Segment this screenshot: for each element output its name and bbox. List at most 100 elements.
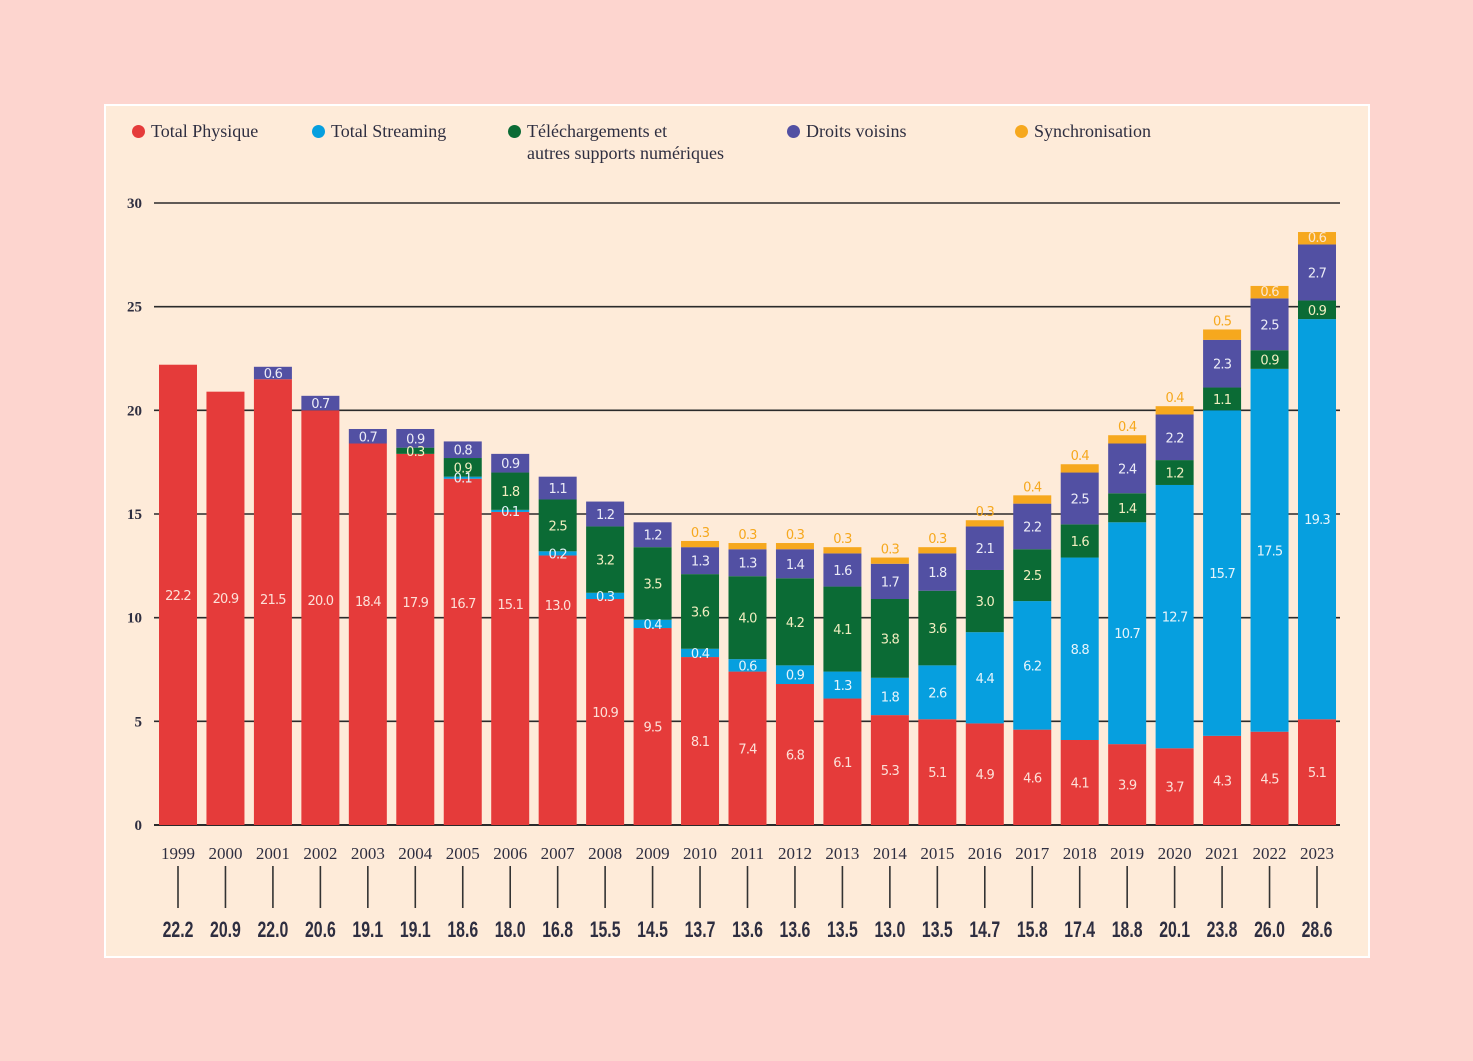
bar-segment [1250, 285, 1289, 299]
segment-value-label: 0.5 [1213, 314, 1232, 329]
segment-value-label: 2.7 [1308, 266, 1327, 281]
segment-value-label: 2.5 [1260, 318, 1279, 333]
bar-stack: 4.9 4.4 3.0 2.1 0.3 [965, 505, 1004, 825]
segment-value-label: 20.9 [213, 592, 239, 607]
bar-segment [538, 551, 577, 556]
segment-value-label: 0.6 [264, 367, 283, 382]
y-tick-label: 15 [127, 507, 142, 523]
legend-item: Droits voisins [787, 120, 907, 142]
bar-segment [823, 547, 862, 554]
bar-segment [775, 549, 814, 579]
bar-segment [586, 592, 625, 600]
bar-segment [870, 557, 909, 564]
segment-value-label: 7.4 [738, 742, 757, 757]
segment-value-label: 5.1 [1308, 766, 1327, 781]
bar-segment [1108, 493, 1147, 523]
bar-segment [823, 671, 862, 699]
total-value-label: 18.8 [1112, 919, 1143, 943]
bar-segment [870, 599, 909, 678]
legend-label: Total Physique [151, 121, 259, 141]
bar-segment [1250, 368, 1289, 732]
bar-segment [681, 648, 720, 658]
bar-stack: 3.7 12.7 1.2 2.2 0.4 [1155, 391, 1194, 825]
segment-value-label: 16.7 [450, 597, 476, 612]
bar-segment [1013, 503, 1052, 550]
bar-segment [728, 543, 767, 550]
bar-stack: 4.5 17.5 0.9 2.5 0.6 [1250, 285, 1289, 825]
segment-value-label: 6.8 [786, 749, 805, 764]
segment-value-label: 3.2 [596, 554, 614, 569]
total-value-label: 13.0 [874, 919, 905, 943]
total-value-label: 22.2 [163, 919, 194, 943]
segment-value-label: 0.3 [976, 505, 995, 520]
legend-dot-icon [787, 125, 800, 138]
bar-segment [1298, 319, 1336, 720]
segment-value-label: 1.1 [549, 482, 568, 497]
bar-segment [823, 698, 862, 825]
bar-stack: 3.9 10.7 1.4 2.4 0.4 [1108, 420, 1147, 825]
legend-label: Total Streaming [331, 121, 447, 141]
bar-segment [1060, 524, 1099, 558]
x-tick-label: 2007 [541, 844, 576, 863]
segment-value-label: 4.1 [833, 623, 852, 638]
bar-segment [1013, 729, 1052, 825]
segment-value-label: 4.0 [738, 612, 757, 627]
bar-segment [965, 526, 1004, 570]
segment-value-label: 5.1 [928, 766, 947, 781]
bar-segment [870, 563, 909, 600]
total-value-label: 13.6 [732, 919, 763, 943]
segment-value-label: 4.9 [976, 768, 995, 783]
segment-value-label: 2.5 [1071, 492, 1090, 507]
bar-segment [1060, 739, 1099, 825]
bar-segment [1298, 719, 1336, 825]
segment-value-label: 2.2 [1165, 431, 1183, 446]
x-tick-label: 2000 [208, 844, 242, 863]
legend-item: Téléchargements et autres supports numéri… [508, 120, 724, 164]
segment-value-label: 17.5 [1257, 544, 1283, 559]
segment-value-label: 0.6 [1260, 285, 1279, 300]
chart-panel: Total Physique Total Streaming Téléchargem… [104, 104, 1370, 958]
bar-stack: 5.3 1.8 3.8 1.7 0.3 [870, 543, 909, 825]
bar-segment [1013, 495, 1052, 504]
total-value-label: 20.9 [210, 919, 241, 943]
segment-value-label: 4.6 [1023, 771, 1042, 786]
bar-segment [443, 441, 482, 459]
segment-value-label: 2.1 [976, 542, 995, 557]
segment-value-label: 0.2 [549, 547, 567, 562]
segment-value-label: 1.2 [596, 508, 614, 523]
segment-value-label: 22.2 [165, 589, 191, 604]
bar-stack: 22.2 [159, 364, 197, 825]
bar-segment [1203, 735, 1242, 825]
bar-segment [348, 443, 387, 825]
segment-value-label: 1.3 [691, 555, 710, 570]
total-value-label: 26.0 [1254, 919, 1285, 943]
y-tick-label: 30 [127, 196, 142, 212]
bar-segment [1108, 435, 1147, 444]
bar-segment [728, 671, 767, 825]
bar-segment [159, 364, 197, 825]
bar-segment [1203, 329, 1242, 340]
legend-dot-icon [312, 125, 325, 138]
bar-segment [1155, 406, 1194, 415]
bar-segment [1060, 464, 1099, 473]
segment-value-label: 1.4 [786, 558, 805, 573]
bar-segment [823, 553, 862, 587]
segment-value-label: 0.4 [1118, 420, 1137, 435]
bar-segment [396, 453, 435, 825]
segment-value-label: 0.4 [1023, 480, 1042, 495]
bar-segment [965, 569, 1004, 633]
segment-value-label: 19.3 [1304, 513, 1330, 528]
segment-value-label: 3.9 [1118, 779, 1137, 794]
bar-stack: 20.9 [206, 391, 245, 825]
segment-value-label: 0.4 [1165, 391, 1184, 406]
bar-segment [586, 501, 625, 527]
segment-value-label: 0.4 [643, 618, 662, 633]
bar-segment [301, 395, 340, 411]
bar-segment [1250, 731, 1289, 825]
bar-segment [491, 509, 530, 512]
bar-segment [1155, 484, 1194, 749]
segment-value-label: 0.6 [738, 659, 757, 674]
total-value-label: 15.5 [590, 919, 621, 943]
bar-segment [396, 447, 435, 454]
segment-value-label: 0.4 [1071, 449, 1090, 464]
